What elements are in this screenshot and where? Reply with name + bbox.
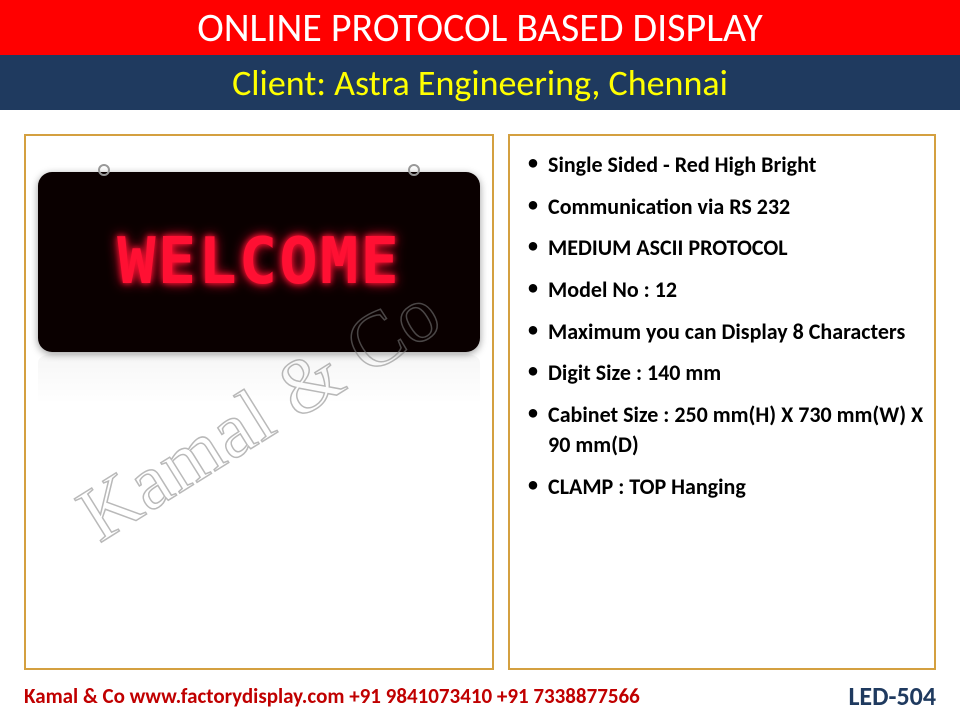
client-value: Astra Engineering, Chennai (334, 61, 728, 105)
list-item: Model No : 12 (524, 275, 924, 305)
list-item: Digit Size : 140 mm (524, 358, 924, 388)
list-item: Cabinet Size : 250 mm(H) X 730 mm(W) X 9… (524, 400, 924, 459)
list-item: CLAMP : TOP Hanging (524, 472, 924, 502)
main-content: WELCOME Kamal & Co Single Sided - Red Hi… (0, 110, 960, 670)
page-title: ONLINE PROTOCOL BASED DISPLAY (197, 3, 763, 52)
footer-contact: Kamal & Co www.factorydisplay.com +91 98… (24, 683, 640, 709)
list-item: Single Sided - Red High Bright (524, 150, 924, 180)
specs-list: Single Sided - Red High Bright Communica… (524, 150, 924, 501)
specs-panel: Single Sided - Red High Bright Communica… (508, 134, 936, 670)
hanging-hook-icon (98, 164, 110, 176)
hanging-hook-icon (408, 164, 420, 176)
list-item: MEDIUM ASCII PROTOCOL (524, 233, 924, 263)
reflection (38, 354, 480, 426)
footer-model: LED-504 (848, 680, 936, 712)
subtitle-banner: Client: Astra Engineering, Chennai (0, 55, 960, 110)
image-panel: WELCOME Kamal & Co (24, 134, 494, 670)
led-text: WELCOME (117, 225, 401, 299)
list-item: Communication via RS 232 (524, 192, 924, 222)
list-item: Maximum you can Display 8 Characters (524, 317, 924, 347)
led-display: WELCOME (38, 172, 480, 352)
footer: Kamal & Co www.factorydisplay.com +91 98… (0, 672, 960, 720)
title-banner: ONLINE PROTOCOL BASED DISPLAY (0, 0, 960, 55)
client-line: Client: Astra Engineering, Chennai (232, 61, 728, 105)
client-label: Client: (232, 61, 334, 105)
